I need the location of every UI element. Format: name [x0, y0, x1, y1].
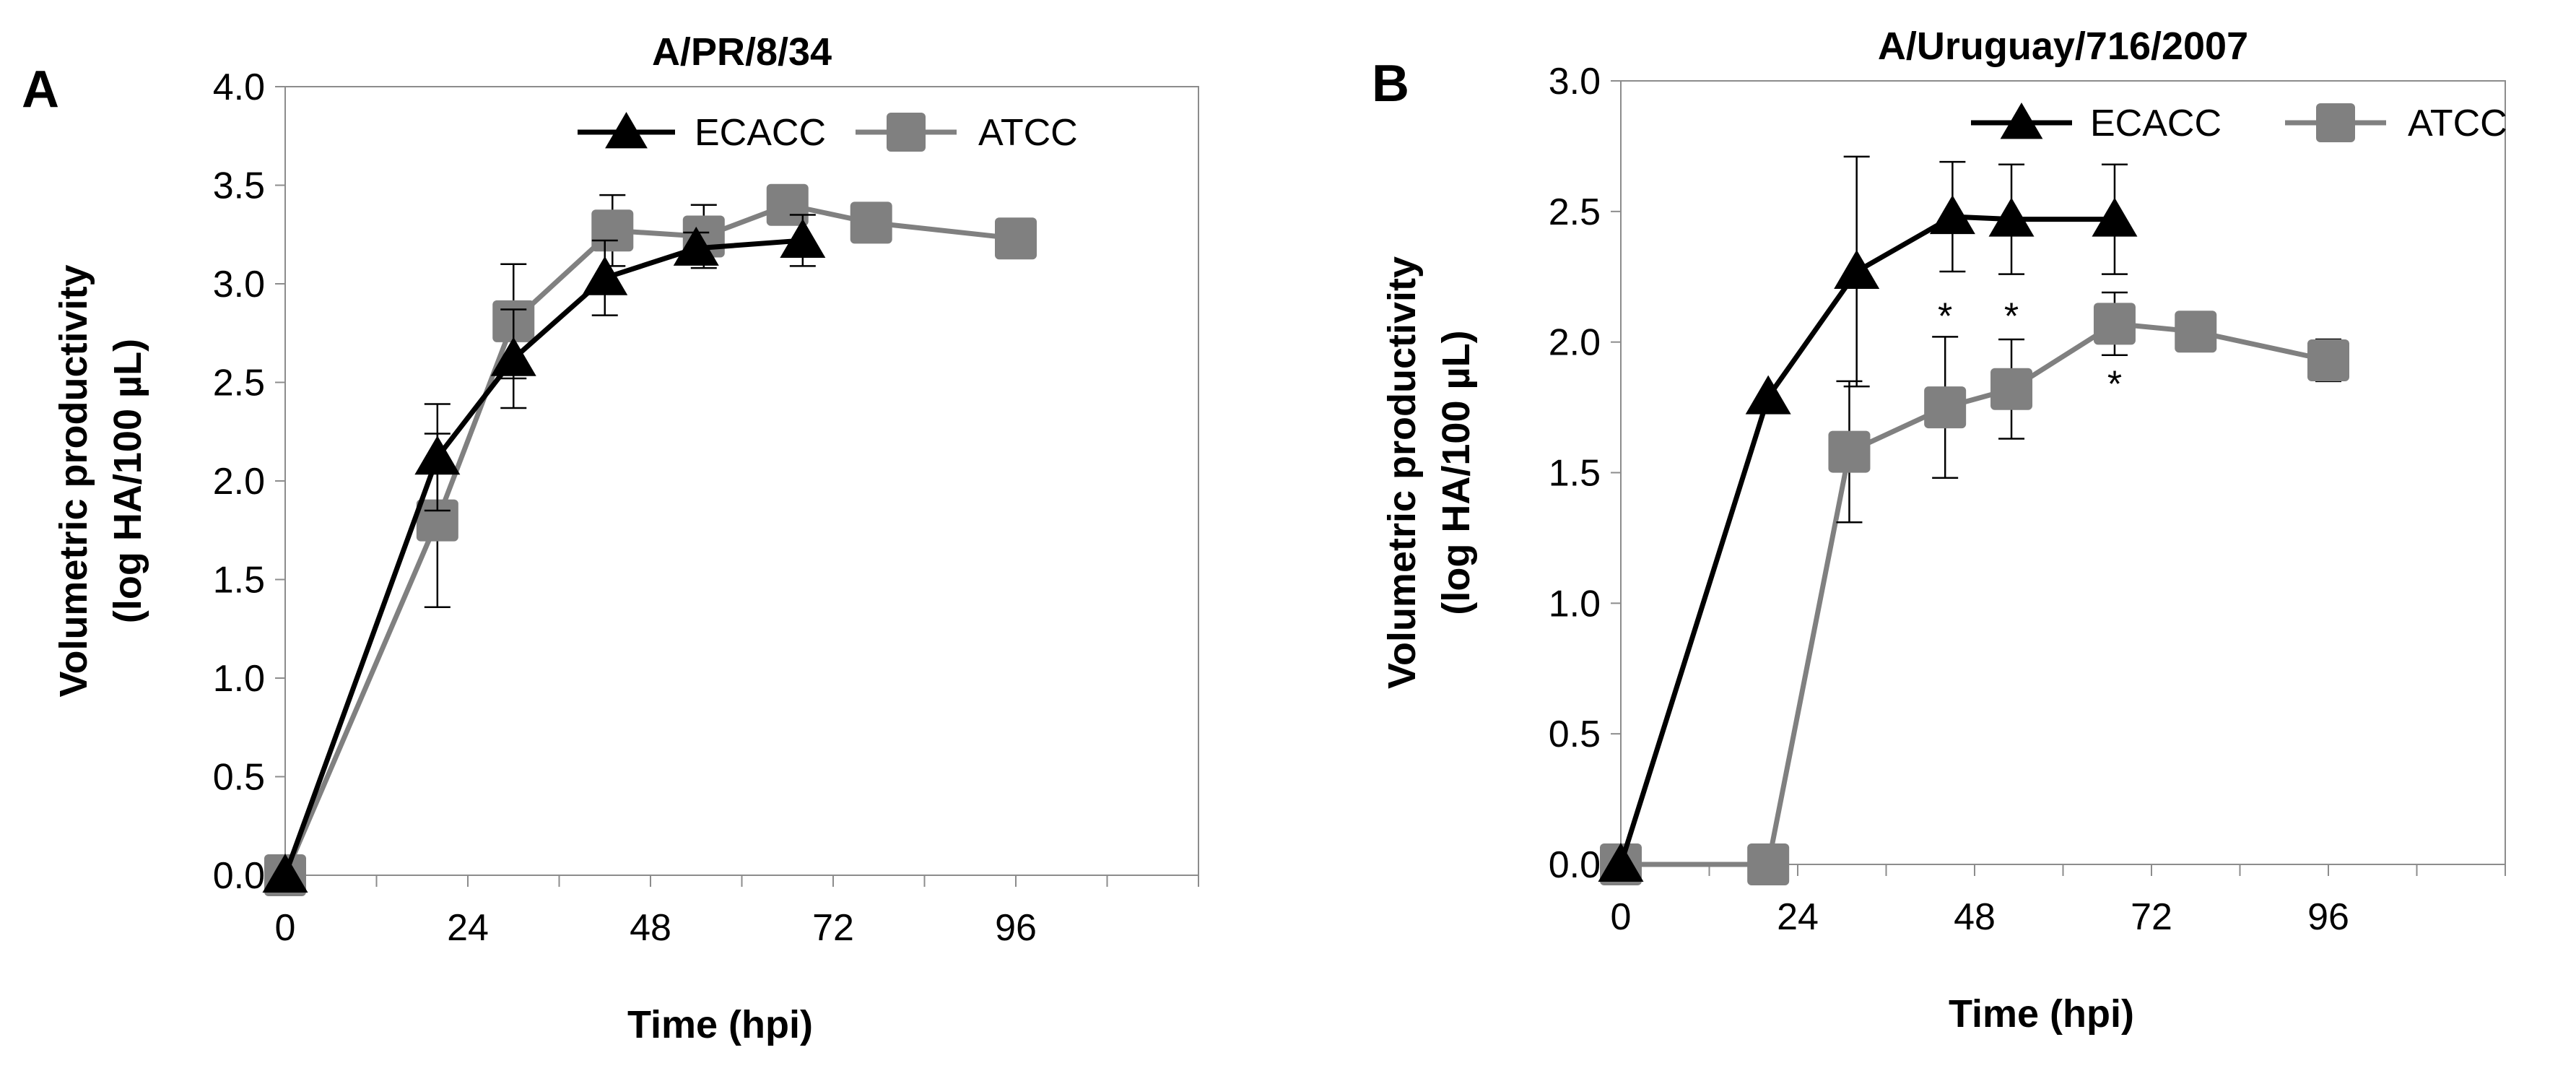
y-axis-label-line1: Volumetric productivity [52, 264, 95, 697]
data-point-atcc [591, 209, 634, 252]
data-point-atcc [1747, 843, 1790, 885]
legend-label-ecacc: ECACC [2090, 103, 2222, 144]
data-point-atcc [995, 217, 1037, 260]
data-point-ecacc [414, 435, 461, 475]
significance-marker: * [2004, 296, 2019, 338]
legend-marker-ecacc [2000, 103, 2043, 139]
x-axis-label: Time (hpi) [627, 1003, 813, 1046]
data-point-atcc [2175, 311, 2217, 353]
x-tick-label: 0 [1611, 896, 1632, 938]
data-point-ecacc [1598, 843, 1644, 882]
series-ecacc [262, 214, 826, 893]
y-tick-label: 3.5 [213, 165, 265, 207]
y-tick-label: 1.0 [213, 658, 265, 700]
chart-title: A/Uruguay/716/2007 [1878, 25, 2248, 68]
data-point-ecacc [1929, 195, 1975, 235]
series-line-atcc [1621, 321, 2329, 867]
significance-marker: * [2107, 364, 2122, 406]
panel-letter: B [1372, 55, 1409, 113]
data-point-ecacc [1745, 375, 1791, 415]
y-tick-label: 1.5 [1549, 453, 1601, 495]
chart-panel-B: B A/Uruguay/716/2007 0.0 0.5 1.0 1.5 2.0 2.5 3.0… [1372, 25, 2507, 1036]
x-tick-label: 72 [2131, 896, 2172, 938]
y-tick-label: 1.5 [213, 560, 265, 602]
data-point-ecacc [780, 218, 826, 258]
x-tick-label: 48 [630, 907, 671, 949]
x-tick-label: 96 [2307, 896, 2349, 938]
y-tick-label: 2.5 [1549, 191, 1601, 233]
plot-frame [284, 86, 1199, 876]
chart-title: A/PR/8/34 [652, 30, 832, 74]
chart-panel-A: A A/PR/8/34 0.0 0.5 1.0 1.5 2.0 2.5 3.0 3.5 4.0 0 24… [22, 30, 1199, 1046]
x-tick-label: 72 [812, 907, 854, 949]
y-tick-label: 2.0 [213, 461, 265, 503]
series-line-ecacc [282, 238, 804, 877]
data-point-atcc [1828, 430, 1871, 473]
legend: ECACC ATCC [1971, 103, 2507, 144]
data-point-ecacc [262, 854, 308, 893]
y-tick-label: 0.0 [213, 855, 265, 897]
series-atcc [264, 183, 1037, 896]
data-point-atcc [850, 201, 892, 244]
data-point-ecacc [1988, 197, 2035, 237]
legend: ECACC ATCC [578, 112, 1078, 154]
y-axis-label-line2: (log HA/100 µL) [1435, 330, 1478, 615]
data-point-ecacc [490, 337, 536, 376]
data-point-atcc [1924, 386, 1967, 429]
x-tick-label: 24 [1777, 896, 1819, 938]
y-tick-label: 3.0 [1549, 61, 1601, 103]
y-tick-label: 0.5 [1549, 713, 1601, 755]
y-tick-label: 0.0 [1549, 844, 1601, 886]
x-tick-label: 48 [1954, 896, 1996, 938]
legend-label-atcc: ATCC [978, 112, 1078, 154]
series-line-ecacc [1618, 214, 2115, 866]
series-line-atcc [282, 202, 1017, 877]
legend-label-ecacc: ECACC [695, 112, 826, 154]
legend-marker-atcc [887, 113, 926, 152]
data-point-ecacc [673, 226, 719, 266]
data-point-atcc [2307, 339, 2349, 381]
panel-letter: A [22, 61, 59, 118]
y-axis-label-line2: (log HA/100 µL) [106, 339, 149, 623]
y-tick-label: 1.0 [1549, 583, 1601, 625]
y-tick-label: 2.5 [213, 363, 265, 404]
y-tick-label: 4.0 [213, 66, 265, 108]
series-ecacc [1598, 155, 2138, 882]
significance-marker: * [1938, 296, 1952, 338]
legend-marker-ecacc [605, 112, 648, 149]
y-tick-label: 2.0 [1549, 322, 1601, 364]
data-point-atcc [2093, 303, 2136, 345]
data-point-ecacc [582, 256, 628, 295]
data-point-ecacc [1834, 250, 1880, 290]
legend-label-atcc: ATCC [2408, 103, 2507, 144]
y-axis-label-line1: Volumetric productivity [1380, 256, 1424, 689]
series-atcc [1600, 291, 2349, 885]
x-tick-label: 0 [275, 907, 296, 949]
plot-frame [1620, 80, 2506, 865]
y-tick-label: 3.0 [213, 264, 265, 305]
y-tick-label: 0.5 [213, 757, 265, 799]
legend-marker-atcc [2316, 103, 2355, 142]
data-point-atcc [1990, 368, 2033, 410]
x-tick-label: 96 [995, 907, 1037, 949]
data-point-ecacc [2092, 197, 2138, 237]
x-axis-label: Time (hpi) [1949, 992, 2134, 1036]
x-tick-label: 24 [447, 907, 489, 949]
